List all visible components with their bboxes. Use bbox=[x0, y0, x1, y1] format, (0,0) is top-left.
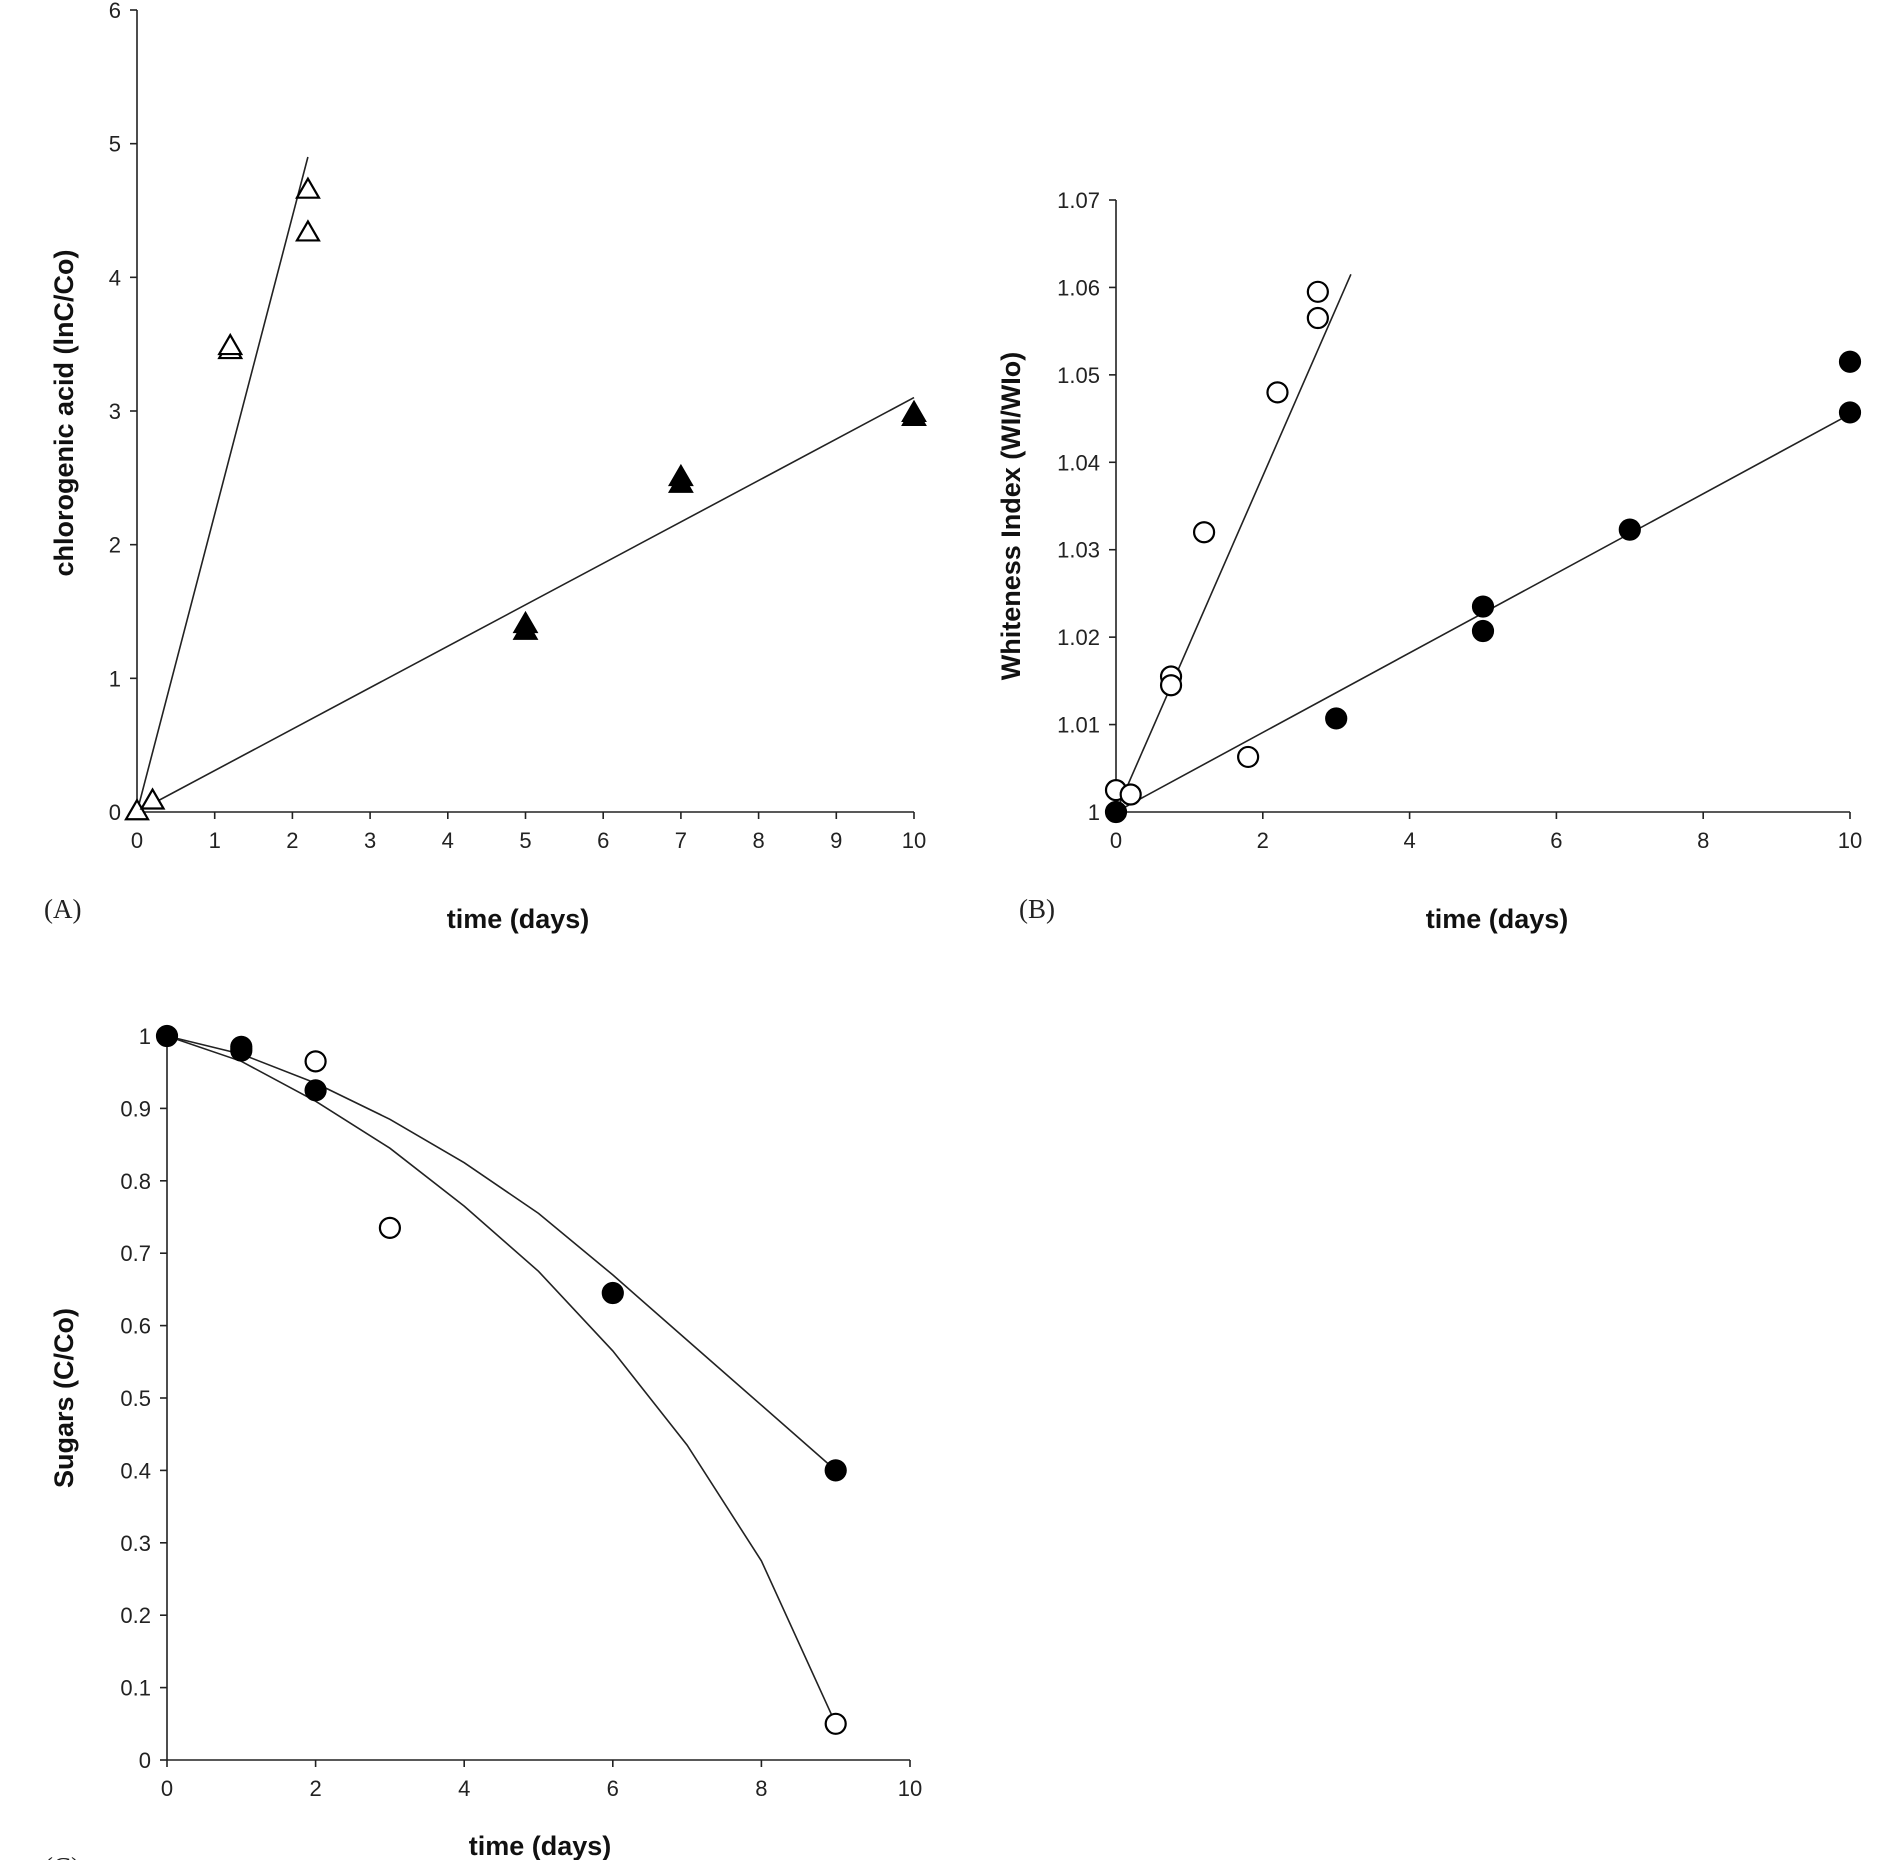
panel-c-series-1-point bbox=[304, 1050, 327, 1073]
y-tick-label: 4 bbox=[109, 265, 121, 290]
y-tick-label: 0 bbox=[109, 800, 121, 825]
panel-a-series-2-point bbox=[667, 463, 694, 487]
x-tick-label: 4 bbox=[1403, 828, 1415, 853]
panel-b-series-1-point bbox=[1159, 674, 1183, 697]
y-tick-label: 0.6 bbox=[120, 1314, 151, 1339]
panel-a-series-1-point bbox=[295, 176, 321, 199]
panel-a-ylabel: chlorogenic acid (lnC/Co) bbox=[49, 249, 79, 576]
panel-a-series-1-fit-line bbox=[136, 156, 309, 813]
x-tick-label: 6 bbox=[1550, 828, 1562, 853]
y-tick-label: 0.7 bbox=[120, 1241, 151, 1266]
y-tick-label: 5 bbox=[109, 132, 121, 157]
x-tick-label: 2 bbox=[309, 1776, 321, 1801]
x-tick-label: 10 bbox=[1838, 828, 1862, 853]
y-tick-label: 0.1 bbox=[120, 1676, 151, 1701]
panel-a-series-1-point bbox=[139, 787, 166, 810]
y-tick-label: 1 bbox=[109, 666, 121, 691]
panel-c-series-2-point bbox=[230, 1039, 253, 1062]
y-tick-label: 1.05 bbox=[1057, 363, 1100, 388]
y-tick-label: 0.3 bbox=[120, 1531, 151, 1556]
y-tick-label: 0.5 bbox=[120, 1386, 151, 1411]
panel-c-series-2-point bbox=[155, 1024, 179, 1048]
x-tick-label: 2 bbox=[1257, 828, 1269, 853]
y-tick-label: 1.06 bbox=[1057, 275, 1100, 300]
y-tick-label: 1.04 bbox=[1057, 450, 1100, 475]
panel-a-tag: (A) bbox=[44, 894, 81, 924]
x-tick-label: 5 bbox=[519, 828, 531, 853]
panel-a-series-1-point bbox=[217, 332, 244, 356]
panel-b-series-1-point bbox=[1266, 381, 1289, 404]
x-tick-label: 4 bbox=[442, 828, 454, 853]
y-tick-label: 0 bbox=[139, 1748, 151, 1773]
panel-b-series-2-point bbox=[1618, 518, 1641, 541]
x-tick-label: 3 bbox=[364, 828, 376, 853]
x-tick-label: 7 bbox=[675, 828, 687, 853]
panel-a: time (days) chlorogenic acid (lnC/Co) (A… bbox=[44, 0, 927, 934]
panel-a-series-2-fit-line bbox=[136, 396, 915, 813]
x-tick-label: 0 bbox=[161, 1776, 173, 1801]
panel-c-series-2-point bbox=[601, 1281, 624, 1305]
panel-b-series-2-point bbox=[1471, 595, 1495, 618]
panel-b-series-2-point bbox=[1104, 800, 1128, 824]
panel-c-series-2-fit-line bbox=[166, 1035, 837, 1472]
panel-a-xlabel: time (days) bbox=[447, 904, 590, 934]
y-tick-label: 1 bbox=[1088, 800, 1100, 825]
panel-c-xlabel: time (days) bbox=[469, 1831, 612, 1860]
y-tick-label: 1.01 bbox=[1057, 713, 1100, 738]
y-tick-label: 1 bbox=[139, 1024, 151, 1049]
x-tick-label: 6 bbox=[597, 828, 609, 853]
panel-c-series-2-point bbox=[304, 1079, 327, 1102]
y-tick-label: 2 bbox=[109, 533, 121, 558]
y-tick-label: 0.2 bbox=[120, 1603, 151, 1628]
panel-a-series-2-point bbox=[901, 403, 927, 427]
panel-a-series-2-point bbox=[512, 610, 539, 634]
x-tick-label: 10 bbox=[898, 1776, 922, 1801]
x-tick-label: 0 bbox=[131, 828, 143, 853]
panel-b: time (days) Whiteness Index (WI/WIo) (B)… bbox=[996, 188, 1862, 934]
x-tick-label: 10 bbox=[902, 828, 926, 853]
x-tick-label: 8 bbox=[1697, 828, 1709, 853]
panel-c: time (days) Sugars (C/Co) (C) 0 0.1 0.2 0.3… bbox=[44, 1024, 922, 1860]
x-tick-label: 8 bbox=[755, 1776, 767, 1801]
panel-c-series-2-point bbox=[824, 1459, 847, 1482]
y-tick-label: 6 bbox=[109, 0, 121, 23]
x-tick-label: 8 bbox=[752, 828, 764, 853]
y-tick-label: 1.03 bbox=[1057, 538, 1100, 563]
x-tick-label: 4 bbox=[458, 1776, 470, 1801]
panel-b-series-2-point bbox=[1838, 350, 1862, 373]
x-tick-label: 9 bbox=[830, 828, 842, 853]
x-tick-label: 6 bbox=[607, 1776, 619, 1801]
x-tick-label: 2 bbox=[286, 828, 298, 853]
panel-b-series-2-point bbox=[1471, 619, 1495, 643]
panel-b-series-2-point bbox=[1325, 707, 1348, 730]
y-tick-label: 1.07 bbox=[1057, 188, 1100, 213]
y-tick-label: 0.9 bbox=[120, 1096, 151, 1121]
panel-b-xlabel: time (days) bbox=[1426, 904, 1569, 934]
panel-b-series-1-point bbox=[1237, 745, 1260, 769]
panel-c-series-1-fit-line bbox=[166, 1035, 837, 1725]
panel-b-ylabel: Whiteness Index (WI/WIo) bbox=[996, 352, 1026, 681]
panel-b-series-1-point bbox=[1306, 306, 1329, 330]
panel-b-series-1-point bbox=[1306, 280, 1329, 303]
panel-c-series-1-point bbox=[378, 1216, 401, 1239]
panel-b-series-1-point bbox=[1119, 783, 1142, 806]
panel-c-ylabel: Sugars (C/Co) bbox=[49, 1308, 79, 1488]
panel-c-series-1-point bbox=[824, 1712, 847, 1735]
y-tick-label: 1.02 bbox=[1057, 625, 1100, 650]
y-tick-label: 0.8 bbox=[120, 1169, 151, 1194]
panel-b-series-1-fit-line bbox=[1115, 273, 1352, 813]
panel-b-tag: (B) bbox=[1019, 894, 1055, 924]
panel-a-series-1-point bbox=[124, 798, 150, 821]
x-tick-label: 1 bbox=[209, 828, 221, 853]
y-tick-label: 3 bbox=[109, 399, 121, 424]
panel-b-series-1-point bbox=[1192, 521, 1216, 544]
panel-c-tag: (C) bbox=[44, 1852, 80, 1860]
panel-b-series-2-point bbox=[1838, 401, 1862, 424]
x-tick-label: 0 bbox=[1110, 828, 1122, 853]
panel-a-series-1-point bbox=[295, 219, 321, 242]
y-tick-label: 0.4 bbox=[120, 1458, 151, 1483]
